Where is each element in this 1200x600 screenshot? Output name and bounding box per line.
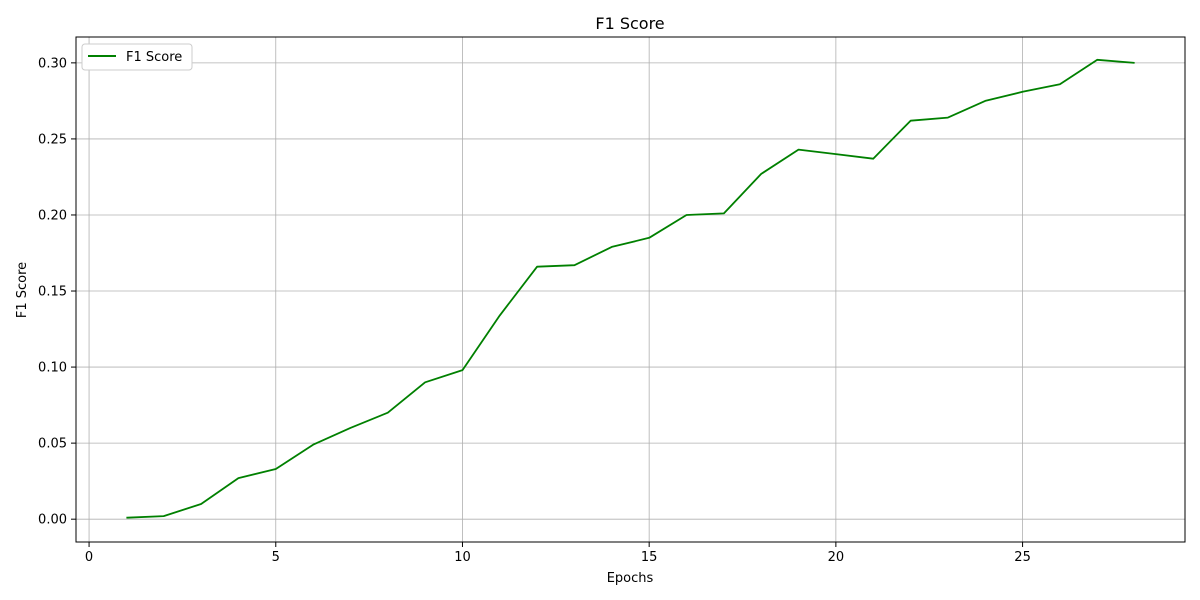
legend-box — [81, 43, 193, 71]
x-tick-label: 0 — [85, 550, 93, 565]
y-axis-label: F1 Score — [15, 262, 30, 318]
series-line-f1-score — [126, 58, 1135, 519]
x-axis-label: Epochs — [607, 571, 654, 586]
y-tick-label: 0.30 — [38, 56, 67, 71]
y-tick-label: 0.10 — [38, 361, 67, 376]
x-tick-label: 10 — [454, 550, 471, 565]
x-tick-label: 20 — [828, 550, 845, 565]
series-layer — [126, 58, 1135, 519]
plot-frame — [75, 36, 1186, 543]
y-tick-label: 0.05 — [38, 437, 67, 452]
chart-title: F1 Score — [595, 14, 664, 33]
y-tick-label: 0.20 — [38, 208, 67, 223]
y-tick-label: 0.00 — [38, 513, 67, 528]
legend: F1 Score — [81, 43, 193, 71]
x-tick-label: 5 — [272, 550, 280, 565]
axis-ticks: 0 5 10 15 20 25 0.00 0.05 0.10 0.15 0.20 0.25 0.30 — [38, 56, 1031, 565]
y-tick-label: 0.25 — [38, 132, 67, 147]
grid-lines — [76, 37, 1185, 542]
y-tick-label: 0.15 — [38, 285, 67, 300]
x-tick-label: 15 — [641, 550, 658, 565]
x-tick-label: 25 — [1014, 550, 1031, 565]
legend-label: F1 Score — [126, 50, 182, 65]
